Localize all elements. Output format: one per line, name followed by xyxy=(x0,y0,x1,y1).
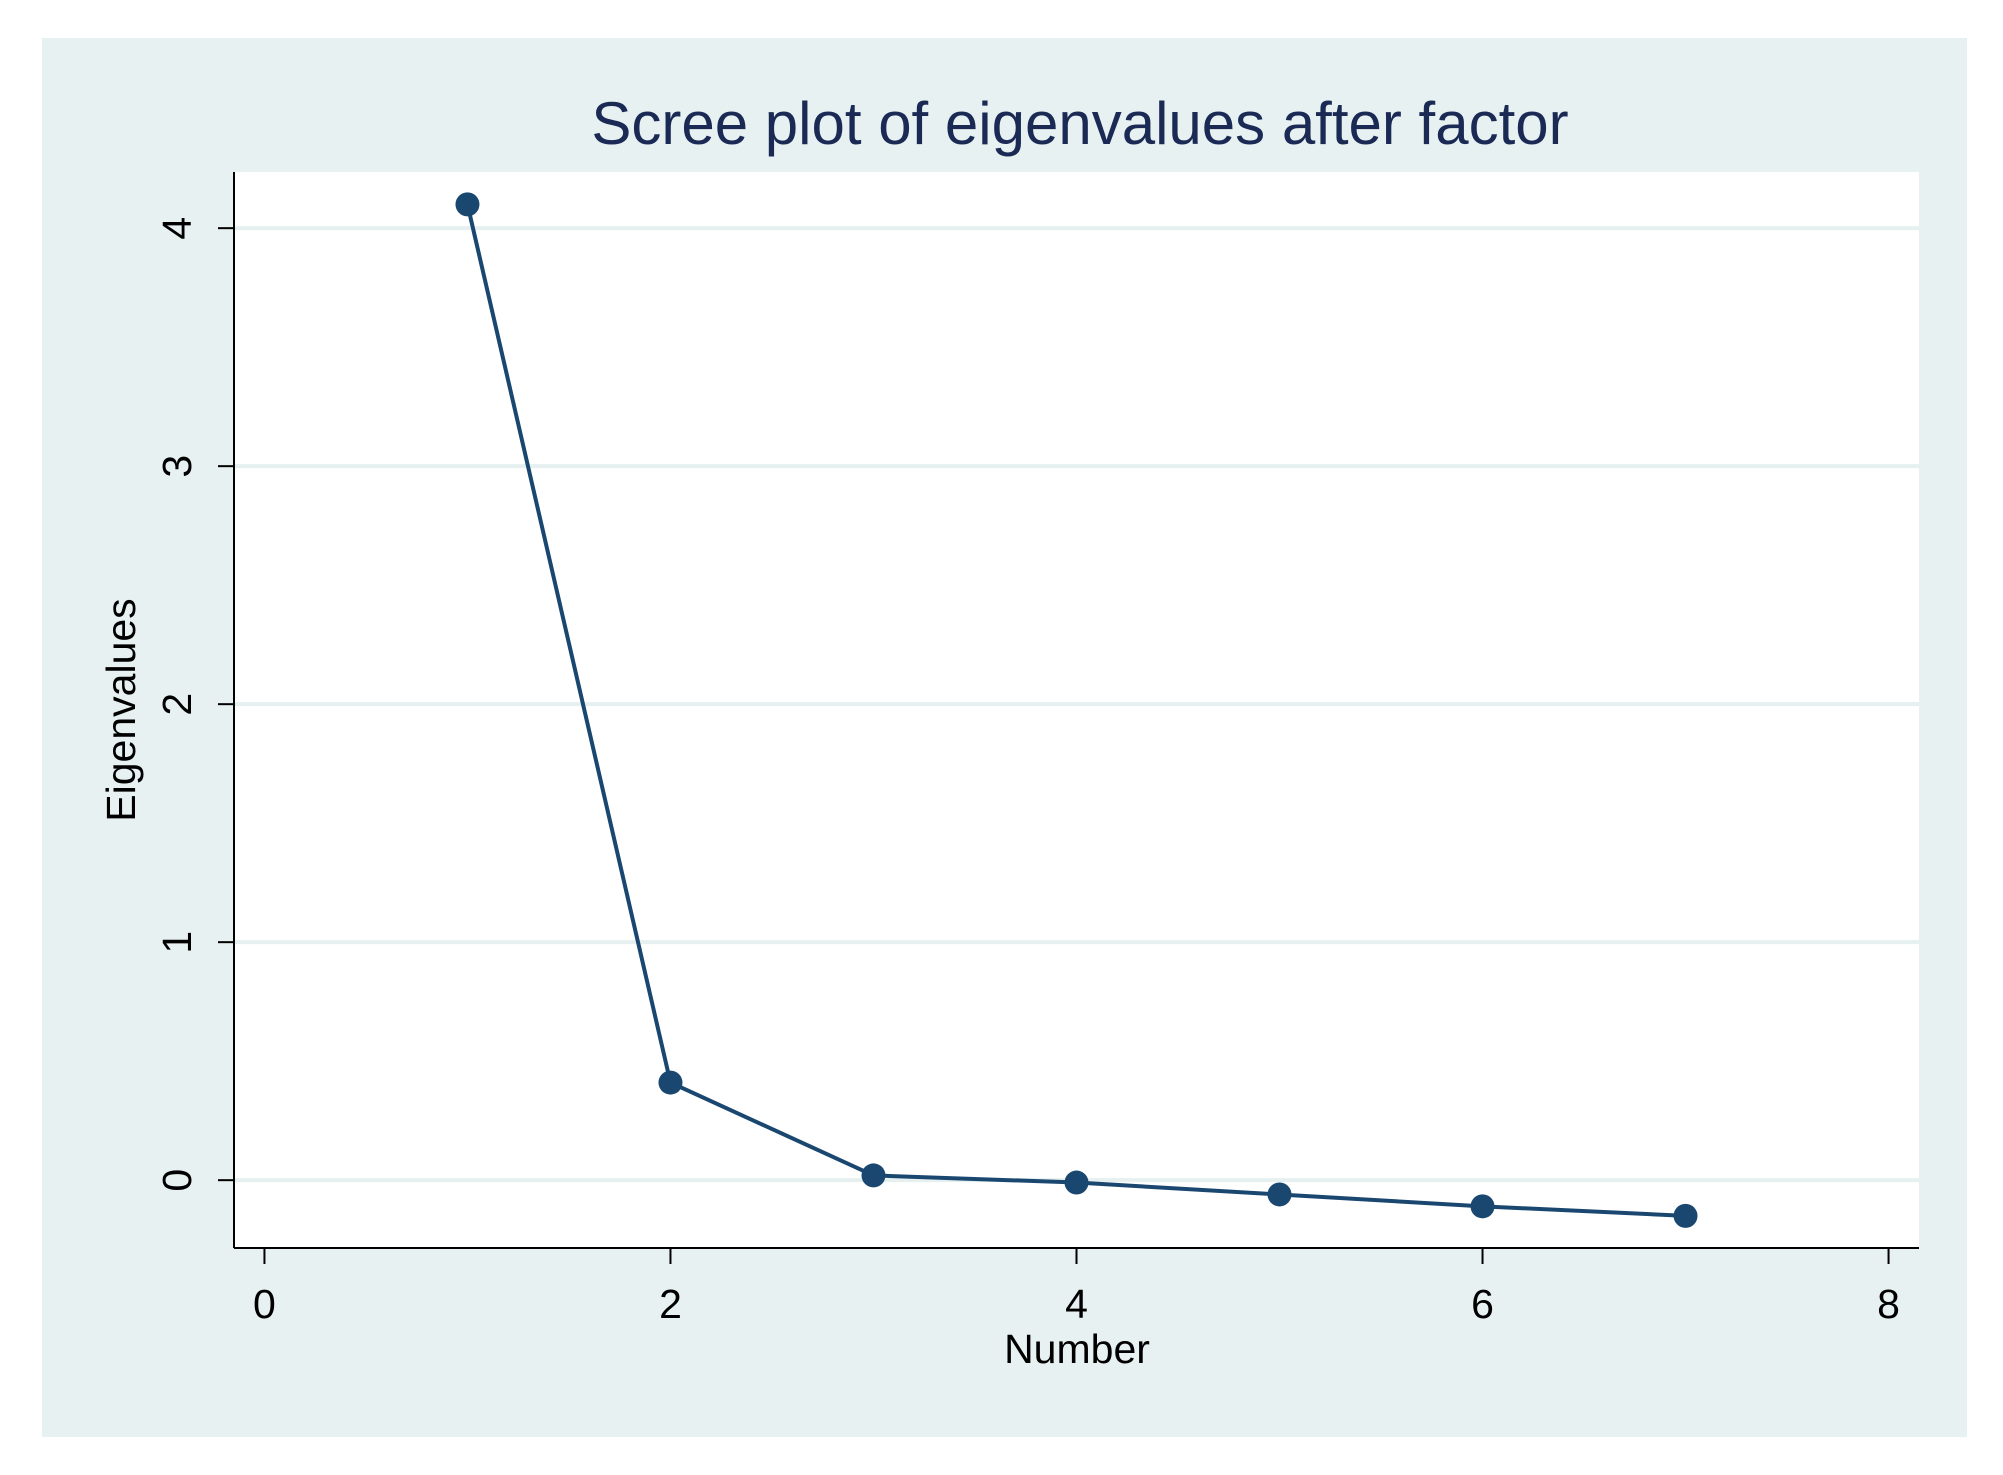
x-tick-label: 2 xyxy=(659,1281,682,1327)
data-point xyxy=(658,1070,683,1095)
y-axis-title: Eigenvalues xyxy=(98,598,144,821)
x-tick-label: 0 xyxy=(253,1281,276,1327)
x-tick-label: 4 xyxy=(1065,1281,1088,1327)
data-point xyxy=(1673,1203,1698,1228)
y-tick-label: 1 xyxy=(154,931,200,954)
data-point xyxy=(1064,1170,1089,1195)
data-point xyxy=(1267,1182,1292,1207)
x-axis-title: Number xyxy=(1004,1326,1150,1372)
y-tick-label: 3 xyxy=(154,455,200,478)
y-tick-label: 2 xyxy=(154,693,200,716)
data-point xyxy=(455,192,480,217)
data-point xyxy=(861,1163,886,1188)
x-tick-label: 6 xyxy=(1471,1281,1494,1327)
x-tick-label: 8 xyxy=(1877,1281,1900,1327)
y-tick-label: 4 xyxy=(154,217,200,240)
plot-area xyxy=(234,172,1919,1248)
data-point xyxy=(1470,1194,1495,1219)
chart-title: Scree plot of eigenvalues after factor xyxy=(591,90,1568,157)
y-tick-label: 0 xyxy=(154,1169,200,1192)
